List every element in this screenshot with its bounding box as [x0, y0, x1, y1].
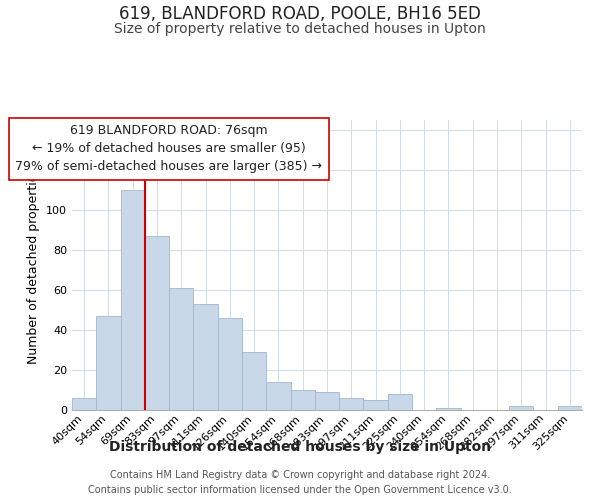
Text: Distribution of detached houses by size in Upton: Distribution of detached houses by size … — [109, 440, 491, 454]
Bar — [436, 408, 461, 410]
Bar — [193, 304, 218, 410]
Bar — [364, 400, 388, 410]
Text: Size of property relative to detached houses in Upton: Size of property relative to detached ho… — [114, 22, 486, 36]
Bar — [388, 394, 412, 410]
Bar — [242, 352, 266, 410]
Bar — [72, 398, 96, 410]
Bar — [315, 392, 339, 410]
Bar — [145, 236, 169, 410]
Text: 619, BLANDFORD ROAD, POOLE, BH16 5ED: 619, BLANDFORD ROAD, POOLE, BH16 5ED — [119, 5, 481, 23]
Text: Contains public sector information licensed under the Open Government Licence v3: Contains public sector information licen… — [88, 485, 512, 495]
Bar — [290, 390, 315, 410]
Bar — [266, 382, 290, 410]
Text: Contains HM Land Registry data © Crown copyright and database right 2024.: Contains HM Land Registry data © Crown c… — [110, 470, 490, 480]
Bar — [558, 406, 582, 410]
Text: 619 BLANDFORD ROAD: 76sqm
← 19% of detached houses are smaller (95)
79% of semi-: 619 BLANDFORD ROAD: 76sqm ← 19% of detac… — [16, 124, 322, 174]
Bar — [218, 318, 242, 410]
Bar — [509, 406, 533, 410]
Bar — [339, 398, 364, 410]
Bar — [121, 190, 145, 410]
Bar — [96, 316, 121, 410]
Y-axis label: Number of detached properties: Number of detached properties — [28, 166, 40, 364]
Bar — [169, 288, 193, 410]
